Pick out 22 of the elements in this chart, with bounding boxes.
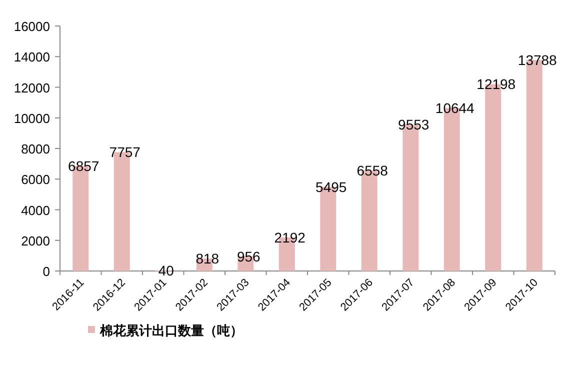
y-tick-label: 6000 xyxy=(21,172,50,188)
data-label: 9553 xyxy=(398,116,430,133)
data-label: 5495 xyxy=(316,178,347,195)
data-label: 7757 xyxy=(109,144,141,160)
data-label: 6558 xyxy=(356,162,388,179)
y-tick-label: 16000 xyxy=(14,19,50,34)
data-label: 10644 xyxy=(435,100,475,116)
data-label: 818 xyxy=(196,250,220,266)
y-tick-label: 12000 xyxy=(14,80,50,96)
y-tick-label: 2000 xyxy=(21,233,50,248)
y-tick-label: 10000 xyxy=(14,110,50,126)
data-label: 6857 xyxy=(68,158,100,174)
data-label: 13788 xyxy=(518,52,558,68)
data-label: 40 xyxy=(158,262,174,278)
data-label: 2192 xyxy=(274,229,306,246)
y-tick-label: 4000 xyxy=(21,202,50,218)
data-label: 12198 xyxy=(476,76,516,92)
data-label: 956 xyxy=(236,248,261,264)
y-tick-label: 0 xyxy=(42,264,50,279)
y-tick-label: 8000 xyxy=(21,142,50,156)
legend-label: 棉花累计出口数量（吨） xyxy=(99,323,243,338)
y-tick-label: 14000 xyxy=(14,50,50,65)
